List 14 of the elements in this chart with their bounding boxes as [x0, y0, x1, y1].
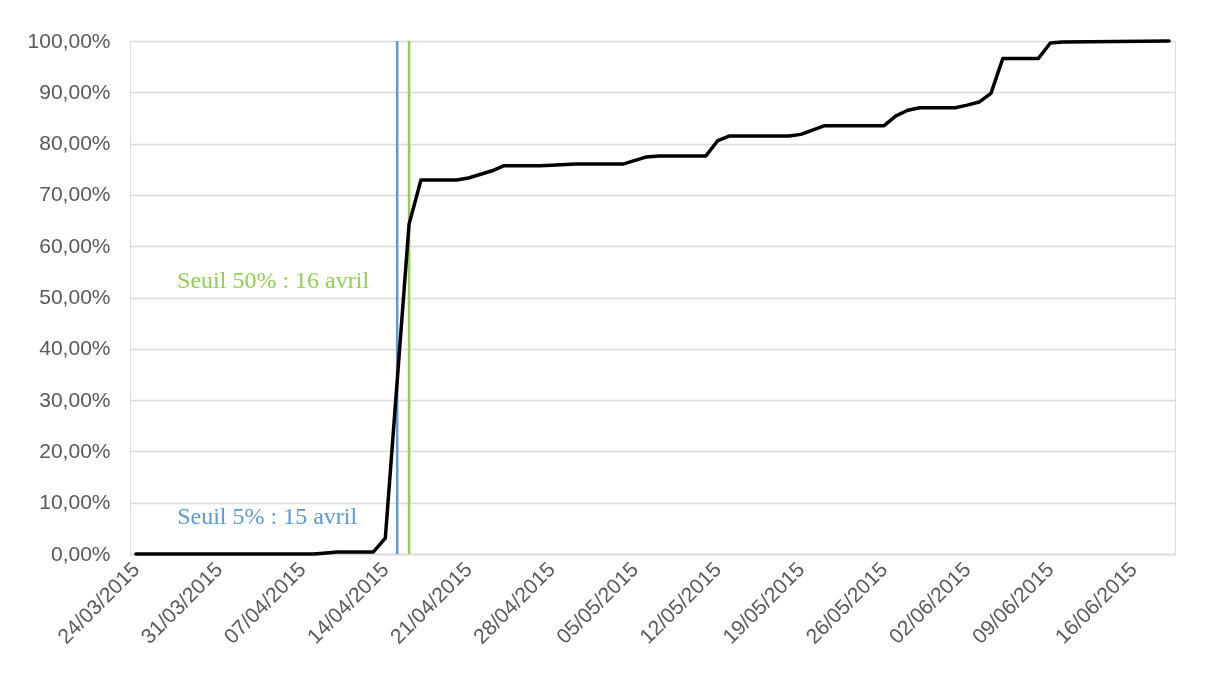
- y-tick-label: 80,00%: [39, 131, 111, 155]
- y-tick-label: 10,00%: [39, 490, 111, 514]
- line-series: [134, 39, 1171, 556]
- y-tick-label: 20,00%: [39, 438, 111, 462]
- y-tick-label: 70,00%: [39, 182, 111, 206]
- y-tick-label: 40,00%: [39, 336, 111, 360]
- y-tick-label: 60,00%: [39, 233, 111, 257]
- ref-line-label: Seuil 50% : 16 avril: [177, 267, 370, 294]
- ref-line-label: Seuil 5% : 15 avril: [177, 503, 358, 530]
- y-tick-label: 30,00%: [39, 387, 111, 411]
- y-tick-label: 0,00%: [50, 541, 111, 565]
- y-tick-label: 50,00%: [39, 285, 111, 308]
- y-tick-label: 100,00%: [27, 28, 111, 52]
- y-tick-label: 90,00%: [39, 79, 111, 103]
